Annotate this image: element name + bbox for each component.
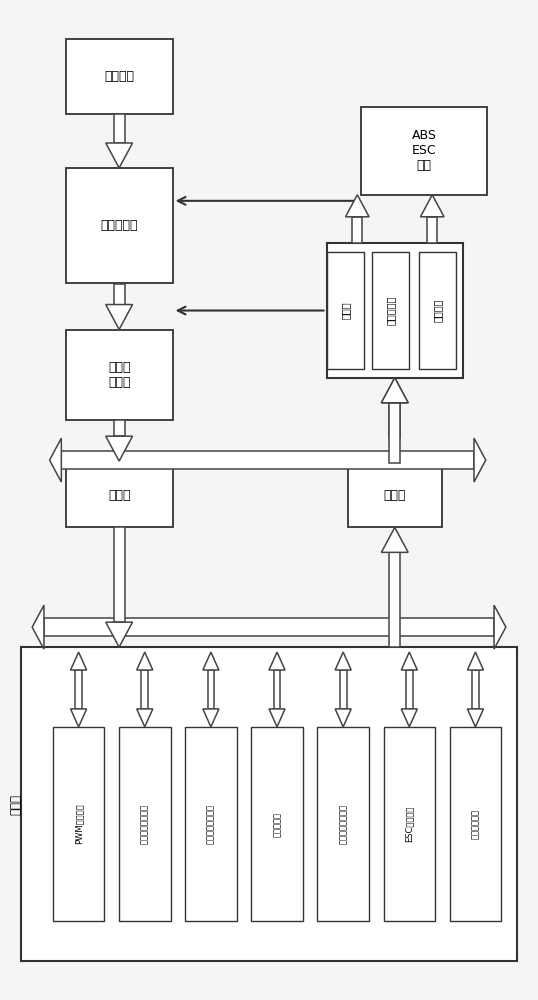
Polygon shape [468, 652, 484, 670]
Bar [185, 727, 237, 921]
Polygon shape [472, 670, 479, 709]
Text: 驱动卡: 驱动卡 [384, 489, 406, 502]
Polygon shape [203, 709, 219, 727]
Text: 系统排气模块: 系统排气模块 [471, 809, 480, 839]
Polygon shape [106, 143, 132, 168]
Polygon shape [49, 438, 61, 482]
Bar [384, 727, 435, 921]
Polygon shape [389, 403, 400, 438]
Bar [66, 168, 173, 283]
Bar [119, 727, 171, 921]
Polygon shape [208, 670, 214, 709]
Bar [327, 252, 364, 369]
Polygon shape [340, 670, 346, 709]
Polygon shape [345, 195, 369, 217]
Polygon shape [494, 605, 506, 649]
Bar [317, 727, 369, 921]
Polygon shape [335, 652, 351, 670]
Bar [327, 243, 463, 378]
Polygon shape [389, 552, 400, 647]
Bar [450, 727, 501, 921]
Polygon shape [106, 622, 132, 647]
Polygon shape [203, 652, 219, 670]
Polygon shape [75, 670, 82, 709]
Bar [53, 727, 104, 921]
Polygon shape [381, 527, 408, 552]
Polygon shape [389, 403, 400, 463]
Polygon shape [61, 451, 474, 469]
Polygon shape [274, 670, 280, 709]
Polygon shape [406, 670, 413, 709]
Polygon shape [137, 709, 153, 727]
Bar [66, 39, 173, 114]
Polygon shape [114, 527, 125, 622]
Text: 上位机: 上位机 [9, 794, 23, 815]
Text: 传感器模块: 传感器模块 [101, 219, 138, 232]
Polygon shape [70, 652, 87, 670]
Polygon shape [137, 652, 153, 670]
Polygon shape [401, 709, 417, 727]
Text: ESC建压测试: ESC建压测试 [405, 806, 414, 842]
Polygon shape [114, 420, 125, 436]
Polygon shape [106, 436, 132, 461]
Bar [372, 252, 409, 369]
Polygon shape [106, 305, 132, 329]
Text: 电机调速控制测试: 电机调速控制测试 [338, 804, 348, 844]
Bar [66, 463, 173, 527]
Text: 减压阀密封性测试: 减压阀密封性测试 [207, 804, 215, 844]
Polygon shape [421, 195, 444, 217]
Bar [348, 463, 442, 527]
Polygon shape [468, 709, 484, 727]
Text: 耐久性测试: 耐久性测试 [273, 812, 281, 837]
Bar [420, 252, 456, 369]
Polygon shape [114, 114, 125, 143]
Polygon shape [427, 217, 437, 243]
Polygon shape [474, 438, 486, 482]
Polygon shape [352, 217, 362, 243]
Text: 液压阀密封性测试: 液压阀密封性测试 [140, 804, 149, 844]
Polygon shape [335, 709, 351, 727]
Text: 电磁球阀: 电磁球阀 [433, 299, 443, 322]
Polygon shape [269, 709, 285, 727]
Polygon shape [114, 284, 125, 305]
Polygon shape [381, 378, 408, 403]
Polygon shape [70, 709, 87, 727]
Bar [362, 107, 487, 195]
Bar [22, 647, 516, 961]
Bar [251, 727, 303, 921]
Bar [66, 330, 173, 420]
Text: 电源模块: 电源模块 [104, 70, 134, 83]
Polygon shape [401, 652, 417, 670]
Polygon shape [141, 670, 148, 709]
Polygon shape [32, 605, 44, 649]
Text: ABS
ESC
总线: ABS ESC 总线 [412, 129, 437, 172]
Text: PWM测试模块: PWM测试模块 [74, 804, 83, 844]
Text: 信号调
调模块: 信号调 调模块 [108, 361, 130, 389]
Polygon shape [269, 652, 285, 670]
Polygon shape [44, 618, 494, 636]
Polygon shape [381, 378, 408, 403]
Text: 液压泵: 液压泵 [341, 302, 351, 319]
Text: 采集卡: 采集卡 [108, 489, 130, 502]
Text: 比例减压器: 比例减压器 [386, 296, 395, 325]
